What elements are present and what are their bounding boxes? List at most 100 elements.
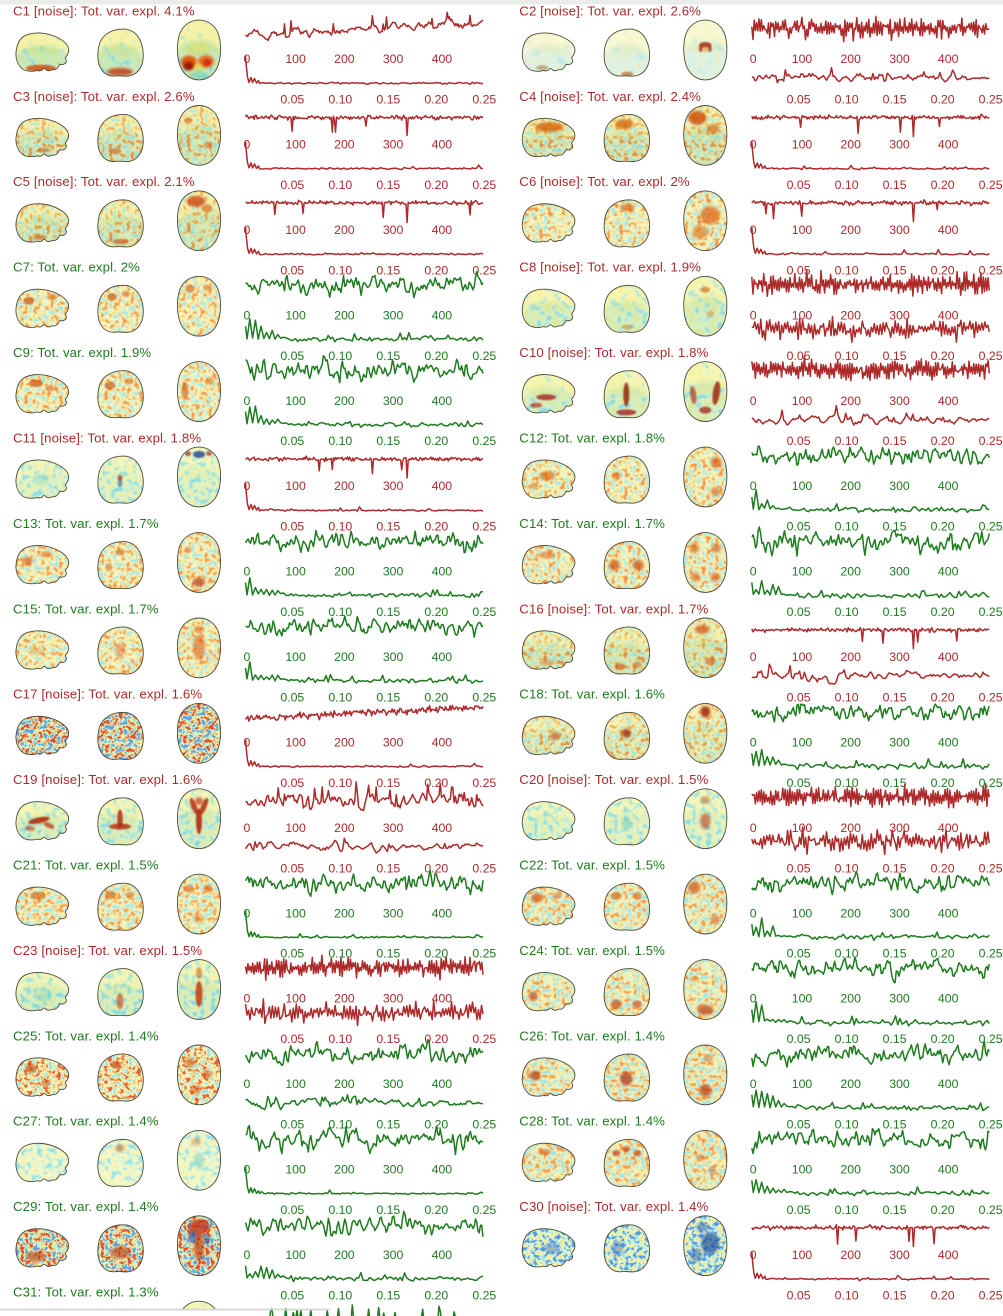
svg-text:200: 200 — [840, 821, 861, 835]
svg-text:300: 300 — [889, 992, 910, 1006]
svg-text:C27: Tot. var. expl. 1.4%: C27: Tot. var. expl. 1.4% — [13, 1114, 159, 1129]
svg-text:200: 200 — [334, 394, 355, 408]
svg-text:0.25: 0.25 — [979, 691, 1003, 705]
svg-text:0.25: 0.25 — [979, 1118, 1003, 1132]
svg-text:400: 400 — [432, 138, 453, 152]
svg-text:400: 400 — [432, 565, 453, 579]
svg-text:200: 200 — [840, 992, 861, 1006]
svg-text:0.10: 0.10 — [328, 861, 352, 875]
svg-text:200: 200 — [334, 736, 355, 750]
svg-text:0.05: 0.05 — [280, 263, 304, 277]
svg-text:0.15: 0.15 — [883, 178, 907, 192]
svg-text:0.15: 0.15 — [883, 947, 907, 961]
svg-text:C6 [noise]: Tot. var. expl. 2%: C6 [noise]: Tot. var. expl. 2% — [519, 174, 690, 189]
svg-text:0.05: 0.05 — [280, 947, 304, 961]
svg-text:200: 200 — [334, 52, 355, 66]
svg-text:0.20: 0.20 — [931, 1203, 955, 1217]
svg-text:200: 200 — [840, 650, 861, 664]
svg-text:0.05: 0.05 — [787, 434, 811, 448]
svg-text:0.25: 0.25 — [472, 263, 496, 277]
svg-text:100: 100 — [792, 138, 813, 152]
svg-text:0.20: 0.20 — [931, 349, 955, 363]
svg-text:200: 200 — [334, 223, 355, 237]
svg-text:400: 400 — [938, 1248, 959, 1262]
svg-text:C15: Tot. var. expl. 1.7%: C15: Tot. var. expl. 1.7% — [13, 601, 159, 616]
svg-text:0.10: 0.10 — [835, 776, 859, 790]
svg-text:0.25: 0.25 — [472, 861, 496, 875]
svg-text:300: 300 — [889, 138, 910, 152]
svg-text:100: 100 — [285, 138, 306, 152]
svg-text:0.15: 0.15 — [376, 434, 400, 448]
svg-text:300: 300 — [383, 906, 404, 920]
svg-text:200: 200 — [840, 565, 861, 579]
svg-text:0: 0 — [750, 565, 757, 579]
svg-text:100: 100 — [792, 992, 813, 1006]
svg-text:300: 300 — [889, 736, 910, 750]
svg-text:0: 0 — [243, 992, 250, 1006]
svg-text:0.25: 0.25 — [472, 605, 496, 619]
svg-text:0.20: 0.20 — [424, 349, 448, 363]
svg-text:100: 100 — [285, 223, 306, 237]
svg-text:C17 [noise]: Tot. var. expl. 1: C17 [noise]: Tot. var. expl. 1.6% — [13, 687, 202, 702]
svg-text:300: 300 — [889, 52, 910, 66]
svg-text:400: 400 — [432, 394, 453, 408]
svg-text:300: 300 — [383, 52, 404, 66]
svg-text:0.20: 0.20 — [424, 947, 448, 961]
svg-text:0.15: 0.15 — [883, 263, 907, 277]
svg-text:C9: Tot. var. expl. 1.9%: C9: Tot. var. expl. 1.9% — [13, 345, 151, 360]
svg-text:0.15: 0.15 — [376, 349, 400, 363]
svg-text:200: 200 — [334, 906, 355, 920]
svg-text:0.25: 0.25 — [472, 691, 496, 705]
svg-text:300: 300 — [383, 650, 404, 664]
svg-text:0.25: 0.25 — [979, 1203, 1003, 1217]
svg-text:0.20: 0.20 — [424, 1203, 448, 1217]
svg-text:0.05: 0.05 — [787, 861, 811, 875]
svg-text:0.20: 0.20 — [424, 1288, 448, 1302]
svg-text:300: 300 — [889, 565, 910, 579]
svg-text:400: 400 — [938, 479, 959, 493]
svg-text:0.10: 0.10 — [328, 1118, 352, 1132]
svg-text:100: 100 — [285, 906, 306, 920]
svg-text:0.25: 0.25 — [979, 605, 1003, 619]
svg-text:100: 100 — [792, 906, 813, 920]
svg-text:0.10: 0.10 — [328, 178, 352, 192]
svg-text:0.15: 0.15 — [376, 1288, 400, 1302]
svg-text:300: 300 — [889, 1248, 910, 1262]
svg-text:C7: Tot. var. expl. 2%: C7: Tot. var. expl. 2% — [13, 260, 140, 275]
svg-text:400: 400 — [938, 52, 959, 66]
svg-text:0.10: 0.10 — [328, 1288, 352, 1302]
svg-text:300: 300 — [383, 394, 404, 408]
svg-text:0.15: 0.15 — [376, 861, 400, 875]
svg-text:100: 100 — [285, 308, 306, 322]
svg-text:400: 400 — [432, 992, 453, 1006]
svg-text:0.05: 0.05 — [280, 861, 304, 875]
svg-text:100: 100 — [285, 650, 306, 664]
svg-text:0.10: 0.10 — [835, 520, 859, 534]
svg-text:100: 100 — [792, 223, 813, 237]
svg-text:0.05: 0.05 — [787, 947, 811, 961]
svg-text:0.05: 0.05 — [787, 1288, 811, 1302]
svg-text:0.20: 0.20 — [931, 1288, 955, 1302]
svg-text:0: 0 — [750, 394, 757, 408]
svg-text:200: 200 — [334, 650, 355, 664]
svg-text:0.20: 0.20 — [424, 93, 448, 107]
svg-text:100: 100 — [285, 479, 306, 493]
svg-text:0.15: 0.15 — [376, 263, 400, 277]
svg-text:100: 100 — [285, 821, 306, 835]
svg-text:0.10: 0.10 — [328, 691, 352, 705]
svg-text:0.15: 0.15 — [883, 349, 907, 363]
svg-text:200: 200 — [334, 308, 355, 322]
svg-text:C25: Tot. var. expl. 1.4%: C25: Tot. var. expl. 1.4% — [13, 1028, 159, 1043]
svg-text:0: 0 — [750, 992, 757, 1006]
svg-text:0.20: 0.20 — [424, 434, 448, 448]
svg-text:0.05: 0.05 — [280, 776, 304, 790]
svg-text:300: 300 — [889, 1163, 910, 1177]
svg-text:0.20: 0.20 — [931, 434, 955, 448]
svg-text:400: 400 — [938, 223, 959, 237]
svg-text:400: 400 — [938, 736, 959, 750]
svg-text:0.15: 0.15 — [376, 93, 400, 107]
svg-text:0.25: 0.25 — [472, 93, 496, 107]
svg-text:0.05: 0.05 — [787, 349, 811, 363]
svg-text:0.25: 0.25 — [472, 776, 496, 790]
svg-text:300: 300 — [383, 565, 404, 579]
